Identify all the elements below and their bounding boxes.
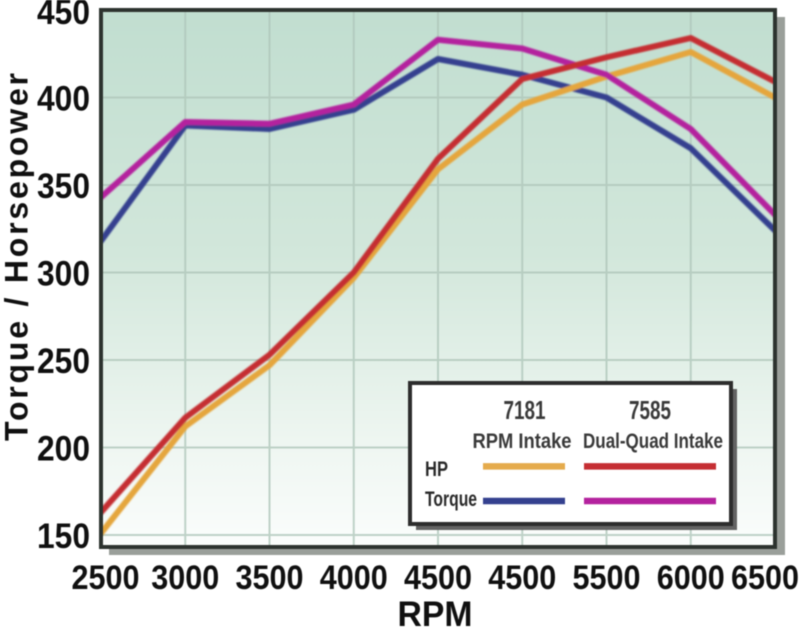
svg-text:2500: 2500	[72, 559, 140, 597]
svg-text:3000: 3000	[151, 559, 219, 597]
svg-text:Torque: Torque	[425, 488, 477, 511]
svg-text:Dual-Quad Intake: Dual-Quad Intake	[583, 430, 723, 453]
svg-text:400: 400	[37, 80, 90, 119]
svg-text:Torque / Horsepower: Torque / Horsepower	[0, 73, 35, 441]
svg-text:150: 150	[37, 517, 90, 556]
svg-text:4000: 4000	[320, 559, 388, 597]
svg-text:7181: 7181	[504, 395, 546, 425]
svg-text:5500: 5500	[573, 559, 641, 597]
svg-text:250: 250	[37, 342, 90, 381]
svg-text:6500: 6500	[731, 559, 799, 597]
svg-text:RPM: RPM	[398, 595, 473, 627]
svg-text:4500: 4500	[404, 559, 472, 597]
svg-text:350: 350	[37, 167, 90, 206]
svg-text:200: 200	[37, 430, 90, 469]
svg-text:7585: 7585	[629, 395, 671, 425]
svg-text:3500: 3500	[236, 559, 304, 597]
svg-text:4500: 4500	[488, 559, 556, 597]
svg-text:300: 300	[37, 255, 90, 294]
svg-text:450: 450	[37, 0, 90, 32]
svg-text:HP: HP	[425, 458, 448, 481]
svg-text:6000: 6000	[657, 559, 725, 597]
svg-text:RPM Intake: RPM Intake	[473, 430, 572, 453]
